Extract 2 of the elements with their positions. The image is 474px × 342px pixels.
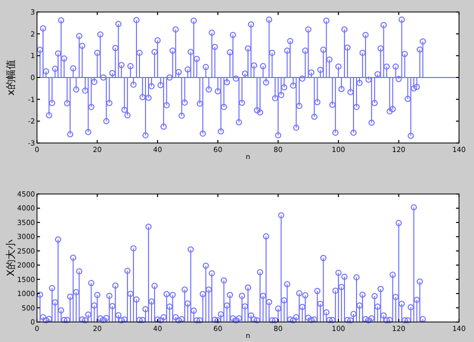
y-axis-title: x的幅值: [5, 60, 17, 96]
y-axis-title: X的大小: [5, 240, 17, 276]
